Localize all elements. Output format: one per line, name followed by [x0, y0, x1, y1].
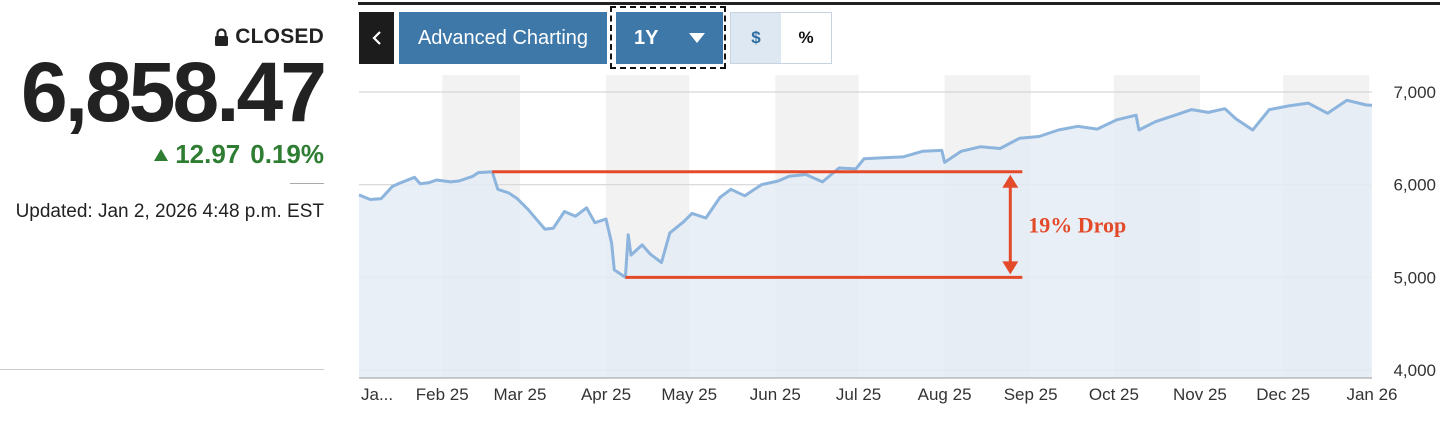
x-tick-label: Aug 25 — [918, 385, 972, 404]
change-points: 12.97 — [175, 139, 241, 169]
x-tick-label: Ja... — [361, 385, 393, 404]
up-arrow-icon — [154, 148, 169, 161]
x-tick-label: Apr 25 — [581, 385, 631, 404]
range-dropdown[interactable]: 1Y — [616, 12, 723, 64]
range-label: 1Y — [634, 26, 659, 49]
x-tick-label: Dec 25 — [1256, 385, 1310, 404]
y-tick-label: 6,000 — [1393, 176, 1436, 195]
x-tick-label: May 25 — [661, 385, 717, 404]
dollar-toggle[interactable]: $ — [731, 13, 781, 63]
annotation-label: 19% Drop — [1028, 213, 1126, 238]
chart-top-rule — [358, 2, 1440, 5]
advanced-charting-button[interactable]: Advanced Charting — [399, 12, 607, 64]
y-tick-label: 4,000 — [1393, 361, 1436, 380]
x-tick-label: Jun 25 — [750, 385, 801, 404]
caret-down-icon — [689, 33, 705, 43]
x-tick-label: Feb 25 — [416, 385, 469, 404]
price-area — [359, 100, 1372, 379]
annotation-arrow-up-head — [1002, 174, 1019, 188]
divider — [290, 183, 324, 184]
x-tick-label: Nov 25 — [1173, 385, 1227, 404]
y-tick-label: 5,000 — [1393, 268, 1436, 287]
value-mode-toggle: $ % — [730, 12, 832, 64]
price-line — [358, 98, 1373, 279]
x-tick-label: Jan 26 — [1346, 385, 1397, 404]
range-focus-ring — [610, 6, 726, 69]
quote-panel: CLOSED 6,858.47 12.97 0.19% Updated: Jan… — [0, 0, 327, 429]
change-percent: 0.19% — [250, 139, 324, 169]
market-status-label: CLOSED — [235, 25, 324, 48]
x-tick-label: Jul 25 — [836, 385, 881, 404]
annotation-arrow-down-head — [1002, 261, 1019, 275]
market-status: CLOSED — [214, 25, 324, 49]
lock-icon — [215, 28, 229, 46]
y-tick-label: 7,000 — [1393, 83, 1436, 102]
price-change: 12.97 0.19% — [153, 139, 324, 170]
index-price: 6,858.47 — [21, 45, 327, 139]
back-button[interactable] — [359, 12, 394, 64]
percent-toggle[interactable]: % — [781, 13, 831, 63]
x-tick-label: Mar 25 — [494, 385, 547, 404]
chevron-left-icon — [371, 31, 381, 45]
divider — [0, 369, 324, 370]
x-tick-label: Sep 25 — [1004, 385, 1058, 404]
updated-timestamp: Updated: Jan 2, 2026 4:48 p.m. EST — [15, 201, 324, 222]
x-tick-label: Oct 25 — [1089, 385, 1139, 404]
